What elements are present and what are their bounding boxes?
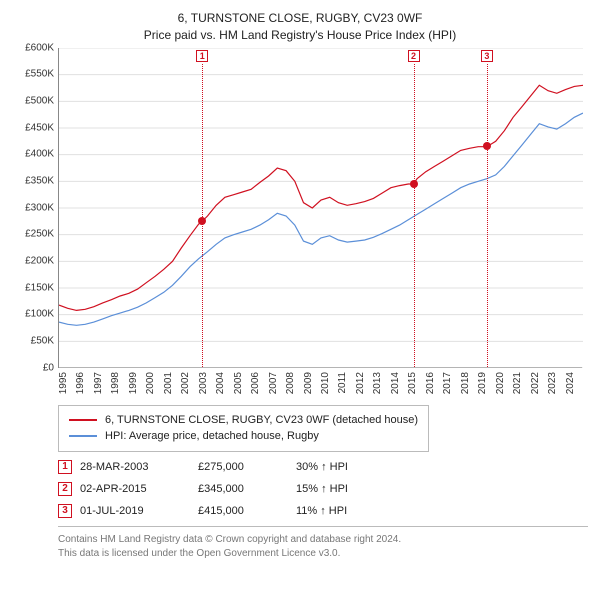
legend-swatch [69,435,97,437]
event-marker-box: 2 [408,50,420,62]
event-row: 1 28-MAR-2003 £275,000 30% ↑ HPI [58,460,588,474]
x-tick-label: 2024 [565,372,576,394]
events-block: 1 28-MAR-2003 £275,000 30% ↑ HPI 2 02-APR-201… [58,460,588,518]
legend-row: 6, TURNSTONE CLOSE, RUGBY, CV23 0WF (det… [69,412,418,429]
y-tick-label: £400K [25,149,54,160]
x-tick-label: 2006 [250,372,261,394]
legend-label: 6, TURNSTONE CLOSE, RUGBY, CV23 0WF (det… [105,412,418,429]
x-tick-label: 2000 [145,372,156,394]
event-hpi-delta: 11% ↑ HPI [296,505,347,517]
x-tick-label: 2019 [477,372,488,394]
y-tick-label: £200K [25,255,54,266]
y-tick-label: £350K [25,175,54,186]
attribution-block: Contains HM Land Registry data © Crown c… [58,526,588,561]
x-tick-label: 2001 [163,372,174,394]
legend-swatch [69,419,97,421]
event-date: 28-MAR-2003 [80,461,190,473]
x-tick-label: 2021 [512,372,523,394]
y-tick-label: £300K [25,202,54,213]
x-tick-label: 2009 [303,372,314,394]
event-marker: 2 [58,482,72,496]
plot-svg [59,48,583,368]
x-tick-label: 1995 [58,372,69,394]
x-axis-labels: 1995 1996 1997 1998 1999 2000 2001 2002 2003 2004… [58,370,582,400]
legend-row: HPI: Average price, detached house, Rugb… [69,428,418,445]
y-tick-label: £600K [25,42,54,53]
event-date: 02-APR-2015 [80,483,190,495]
y-tick-label: £100K [25,309,54,320]
x-tick-label: 2010 [320,372,331,394]
event-marker: 3 [58,504,72,518]
attribution-line1: Contains HM Land Registry data © Crown c… [58,533,588,547]
legend-label: HPI: Average price, detached house, Rugb… [105,428,319,445]
event-price: £345,000 [198,483,288,495]
event-row: 2 02-APR-2015 £345,000 15% ↑ HPI [58,482,588,496]
x-tick-label: 2020 [495,372,506,394]
y-axis-labels: £0£50K£100K£150K£200K£250K£300K£350K£400… [12,48,56,368]
attribution-line2: This data is licensed under the Open Gov… [58,547,588,561]
x-tick-label: 2017 [442,372,453,394]
page-container: 6, TURNSTONE CLOSE, RUGBY, CV23 0WF Pric… [0,0,600,590]
x-tick-label: 2008 [285,372,296,394]
event-price: £415,000 [198,505,288,517]
x-tick-label: 1999 [128,372,139,394]
x-tick-label: 1998 [110,372,121,394]
event-row: 3 01-JUL-2019 £415,000 11% ↑ HPI [58,504,588,518]
y-tick-label: £550K [25,69,54,80]
event-marker-box: 3 [481,50,493,62]
chart-title-block: 6, TURNSTONE CLOSE, RUGBY, CV23 0WF Pric… [12,10,588,44]
y-tick-label: £250K [25,229,54,240]
x-tick-label: 2003 [198,372,209,394]
event-dot [410,180,418,188]
x-tick-label: 2011 [337,372,348,394]
x-tick-label: 1997 [93,372,104,394]
y-tick-label: £50K [31,335,54,346]
x-tick-label: 2004 [215,372,226,394]
chart-title-line2: Price paid vs. HM Land Registry's House … [12,27,588,44]
event-dot [198,217,206,225]
event-date: 01-JUL-2019 [80,505,190,517]
event-hpi-delta: 30% ↑ HPI [296,461,348,473]
plot-region: 1 2 3 [58,48,582,368]
x-tick-label: 2002 [180,372,191,394]
x-tick-label: 2023 [547,372,558,394]
chart-area: £0 £50K £100K £150K £200K £250K £300K £350K £400… [12,48,588,393]
chart-title-line1: 6, TURNSTONE CLOSE, RUGBY, CV23 0WF [12,10,588,27]
event-hpi-delta: 15% ↑ HPI [296,483,348,495]
x-tick-label: 2015 [407,372,418,394]
x-tick-label: 2018 [460,372,471,394]
x-tick-label: 1996 [75,372,86,394]
y-tick-label: £0 [43,362,54,373]
x-tick-label: 2014 [390,372,401,394]
y-tick-label: £500K [25,95,54,106]
x-tick-label: 2016 [425,372,436,394]
x-tick-label: 2013 [372,372,383,394]
legend-box: 6, TURNSTONE CLOSE, RUGBY, CV23 0WF (det… [58,405,429,452]
x-tick-label: 2022 [530,372,541,394]
event-vline [487,64,488,367]
event-price: £275,000 [198,461,288,473]
event-marker-box: 1 [196,50,208,62]
y-tick-label: £450K [25,122,54,133]
x-tick-label: 2005 [233,372,244,394]
event-vline [414,64,415,367]
event-vline [202,64,203,367]
x-tick-label: 2007 [268,372,279,394]
x-tick-label: 2012 [355,372,366,394]
event-marker: 1 [58,460,72,474]
y-tick-label: £150K [25,282,54,293]
event-dot [483,142,491,150]
